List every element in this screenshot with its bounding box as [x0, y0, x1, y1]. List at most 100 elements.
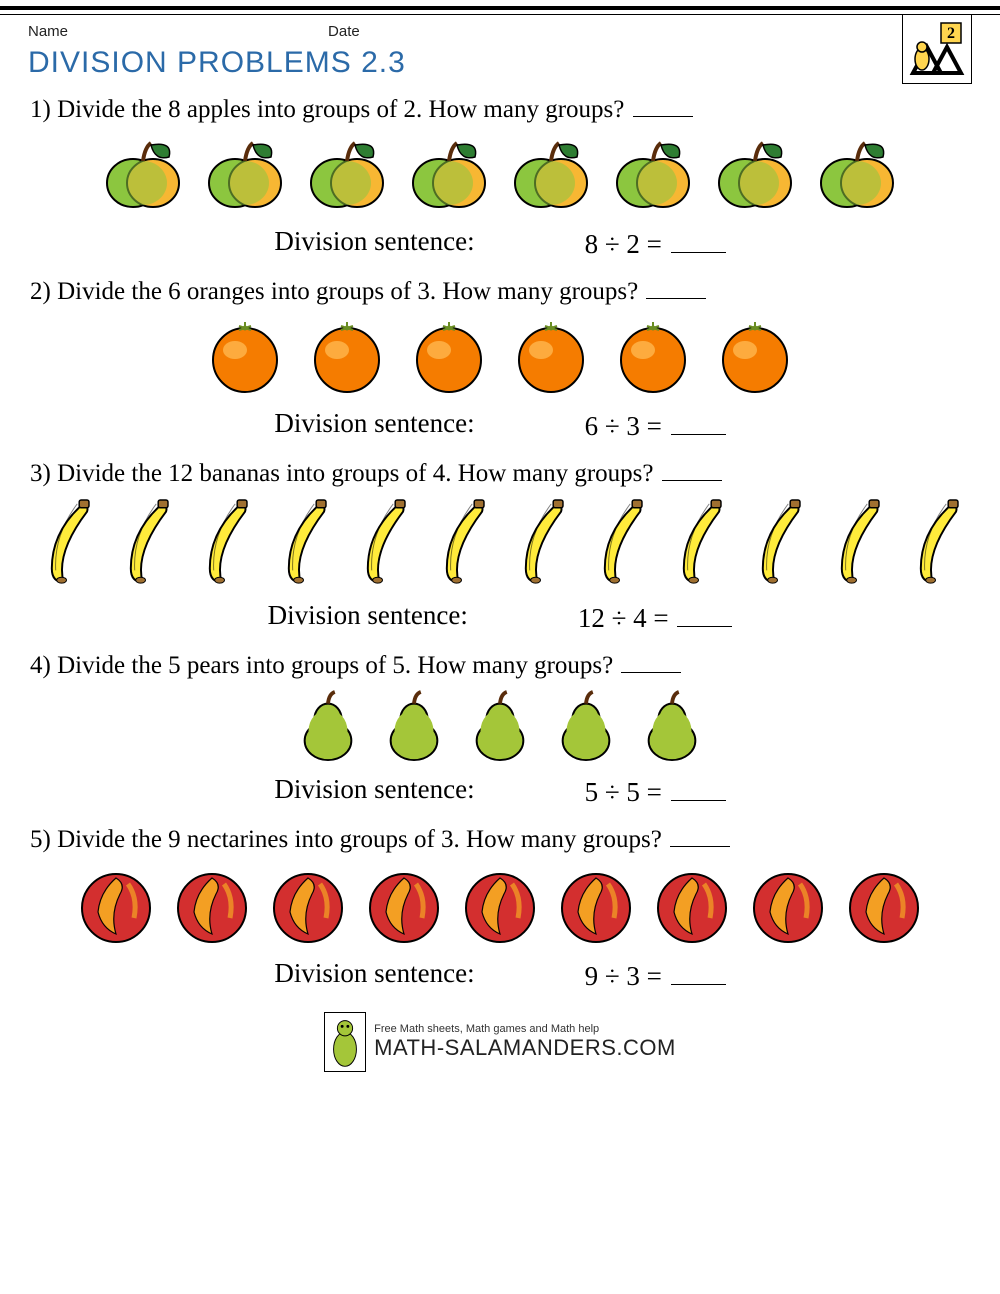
sentence-label: Division sentence:: [274, 774, 474, 808]
answer-blank[interactable]: [621, 648, 681, 673]
question-body: Divide the 6 oranges into groups of 3. H…: [57, 278, 644, 305]
icon-row: [28, 864, 972, 946]
rule-top-thin: [0, 14, 1000, 15]
date-label: Date: [328, 23, 360, 40]
equation-answer-blank[interactable]: [671, 408, 726, 435]
pear-icon: [636, 690, 708, 762]
division-sentence-row: Division sentence: 12 ÷ 4 =: [28, 600, 972, 634]
question-text: 2) Divide the 6 oranges into groups of 3…: [30, 274, 972, 306]
orange-icon: [511, 316, 591, 396]
banana-icon: [423, 498, 498, 588]
pear-icon: [292, 690, 364, 762]
banana-icon: [739, 498, 814, 588]
banana-icon: [265, 498, 340, 588]
problem-4: 4) Divide the 5 pears into groups of 5. …: [28, 648, 972, 808]
sentence-label: Division sentence:: [268, 600, 468, 634]
pear-icon: [378, 690, 450, 762]
nectarine-icon: [555, 864, 637, 946]
question-body: Divide the 9 nectarines into groups of 3…: [57, 826, 668, 853]
problem-2: 2) Divide the 6 oranges into groups of 3…: [28, 274, 972, 442]
banana-icon: [660, 498, 735, 588]
nectarine-icon: [843, 864, 925, 946]
banana-icon: [581, 498, 656, 588]
question-text: 3) Divide the 12 bananas into groups of …: [30, 456, 972, 488]
orange-icon: [613, 316, 693, 396]
icon-row: [28, 498, 972, 588]
page-title: DIVISION PROBLEMS 2.3: [28, 46, 406, 80]
answer-blank[interactable]: [633, 92, 693, 117]
banana-icon: [897, 498, 972, 588]
sentence-label: Division sentence:: [274, 408, 474, 442]
equation-text: 5 ÷ 5 =: [585, 777, 669, 807]
equation-answer-blank[interactable]: [671, 226, 726, 253]
equation: 12 ÷ 4 =: [578, 600, 733, 634]
apple-icon: [511, 134, 591, 214]
apple-icon: [205, 134, 285, 214]
banana-icon: [818, 498, 893, 588]
nectarine-icon: [651, 864, 733, 946]
icon-row: [28, 316, 972, 396]
icon-row: [28, 134, 972, 214]
banana-icon: [28, 498, 103, 588]
question-number: 1): [30, 96, 57, 123]
rule-top-thick: [0, 6, 1000, 10]
answer-blank[interactable]: [670, 822, 730, 847]
question-number: 2): [30, 278, 57, 305]
nectarine-icon: [747, 864, 829, 946]
answer-blank[interactable]: [662, 456, 722, 481]
footer: Free Math sheets, Math games and Math he…: [28, 1012, 972, 1076]
equation: 6 ÷ 3 =: [585, 408, 726, 442]
equation: 5 ÷ 5 =: [585, 774, 726, 808]
footer-tagline: Free Math sheets, Math games and Math he…: [374, 1023, 676, 1035]
icon-row: [28, 690, 972, 762]
pear-icon: [550, 690, 622, 762]
problem-3: 3) Divide the 12 bananas into groups of …: [28, 456, 972, 634]
division-sentence-row: Division sentence: 5 ÷ 5 =: [28, 774, 972, 808]
division-sentence-row: Division sentence: 6 ÷ 3 =: [28, 408, 972, 442]
header-fields: Name Date: [28, 23, 972, 40]
question-body: Divide the 8 apples into groups of 2. Ho…: [57, 96, 631, 123]
equation-answer-blank[interactable]: [671, 958, 726, 985]
question-text: 5) Divide the 9 nectarines into groups o…: [30, 822, 972, 854]
equation: 8 ÷ 2 =: [585, 226, 726, 260]
worksheet-page: Name Date DIVISION PROBLEMS 2.3 2 1) Div…: [0, 23, 1000, 1086]
question-number: 3): [30, 460, 57, 487]
question-body: Divide the 5 pears into groups of 5. How…: [57, 652, 619, 679]
orange-icon: [205, 316, 285, 396]
sentence-label: Division sentence:: [274, 226, 474, 260]
grade-badge-text: 2: [947, 25, 955, 42]
apple-icon: [103, 134, 183, 214]
nectarine-icon: [459, 864, 541, 946]
name-label: Name: [28, 23, 68, 40]
nectarine-icon: [363, 864, 445, 946]
nectarine-icon: [171, 864, 253, 946]
banana-icon: [186, 498, 261, 588]
equation-answer-blank[interactable]: [677, 600, 732, 627]
equation: 9 ÷ 3 =: [585, 958, 726, 992]
equation-answer-blank[interactable]: [671, 774, 726, 801]
orange-icon: [307, 316, 387, 396]
answer-blank[interactable]: [646, 274, 706, 299]
footer-site: MATH-SALAMANDERS.COM: [374, 1035, 676, 1061]
nectarine-icon: [267, 864, 349, 946]
orange-icon: [715, 316, 795, 396]
question-text: 1) Divide the 8 apples into groups of 2.…: [30, 92, 972, 124]
division-sentence-row: Division sentence: 8 ÷ 2 =: [28, 226, 972, 260]
brand-logo: 2: [902, 14, 972, 84]
apple-icon: [409, 134, 489, 214]
pear-icon: [464, 690, 536, 762]
equation-text: 9 ÷ 3 =: [585, 961, 669, 991]
problem-5: 5) Divide the 9 nectarines into groups o…: [28, 822, 972, 992]
apple-icon: [715, 134, 795, 214]
nectarine-icon: [75, 864, 157, 946]
question-number: 5): [30, 826, 57, 853]
equation-text: 12 ÷ 4 =: [578, 603, 676, 633]
orange-icon: [409, 316, 489, 396]
banana-icon: [502, 498, 577, 588]
question-number: 4): [30, 652, 57, 679]
question-body: Divide the 12 bananas into groups of 4. …: [57, 460, 660, 487]
question-text: 4) Divide the 5 pears into groups of 5. …: [30, 648, 972, 680]
sentence-label: Division sentence:: [274, 958, 474, 992]
banana-icon: [107, 498, 182, 588]
equation-text: 6 ÷ 3 =: [585, 411, 669, 441]
